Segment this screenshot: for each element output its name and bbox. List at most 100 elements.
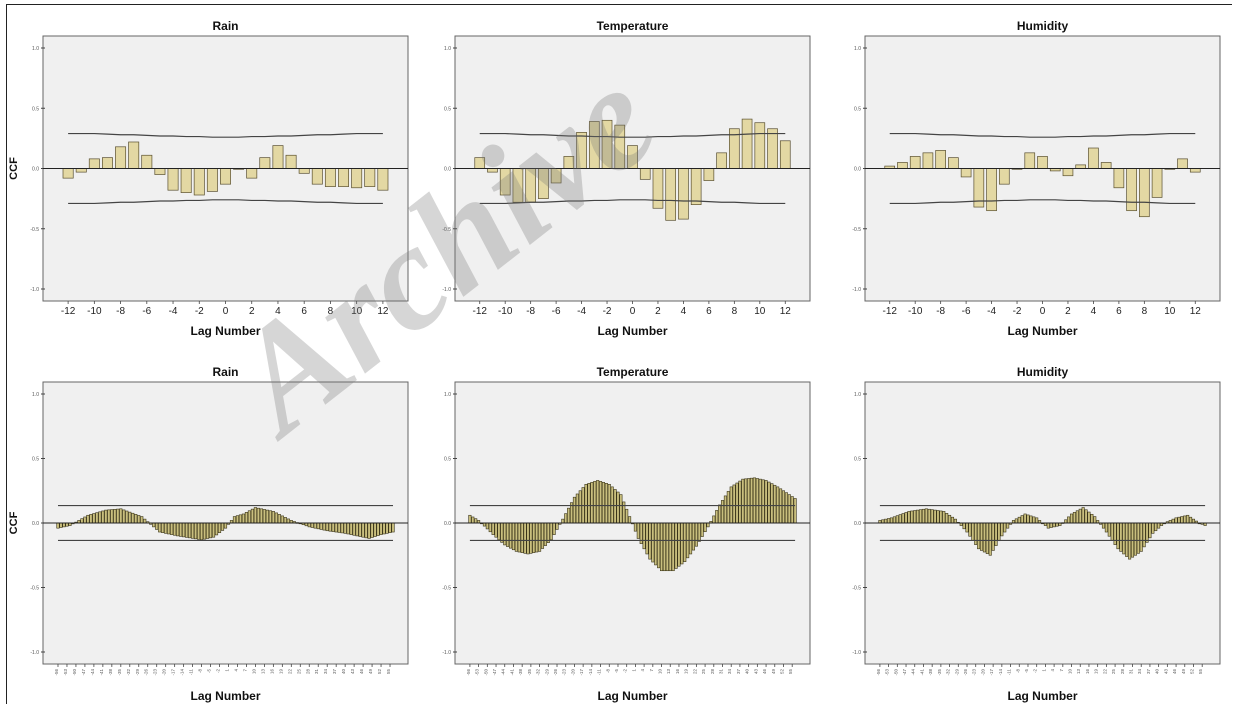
bar: [307, 522, 311, 528]
bar: [1075, 510, 1079, 524]
x-tick-label: -20: [980, 669, 985, 676]
x-tick-label: -26: [963, 669, 968, 676]
bar: [948, 157, 959, 169]
bar: [561, 518, 565, 524]
bar: [155, 522, 159, 530]
bar: [1100, 162, 1112, 169]
x-tick-label: 49: [1181, 669, 1186, 675]
x-tick-label: -53: [475, 669, 480, 676]
bar: [732, 484, 736, 524]
x-tick-label: 6: [1116, 306, 1122, 317]
x-tick-label: 1: [1041, 669, 1046, 672]
bar: [904, 512, 908, 524]
x-tick-label: -2: [1033, 669, 1038, 673]
bar: [271, 511, 275, 524]
x-tick-label: -41: [919, 669, 924, 676]
x-tick-label: -29: [544, 669, 549, 676]
bar: [324, 168, 336, 187]
bar: [927, 508, 931, 524]
bar: [385, 522, 389, 534]
bar: [517, 522, 521, 553]
y-tick-label: -0.5: [30, 227, 39, 233]
bar: [720, 500, 725, 524]
bar: [1186, 514, 1190, 524]
x-tick-label: 19: [684, 669, 689, 675]
bar: [161, 522, 165, 533]
bar: [741, 478, 745, 524]
x-tick-label: 55: [788, 669, 793, 675]
bar: [680, 522, 684, 565]
bar: [179, 522, 183, 537]
bar: [180, 168, 192, 193]
bar: [939, 510, 943, 524]
bar: [208, 522, 213, 539]
bar: [793, 498, 797, 524]
bar: [752, 477, 756, 524]
bar: [916, 509, 920, 524]
bar: [764, 480, 768, 524]
bar: [616, 491, 620, 524]
x-tick-label: -5: [1024, 669, 1029, 673]
bar: [962, 522, 966, 530]
y-tick-label: 0.5: [854, 106, 861, 112]
bar: [373, 522, 377, 537]
bar: [346, 522, 350, 535]
x-tick-label: 49: [368, 669, 373, 675]
bar: [131, 512, 135, 524]
bar: [1128, 522, 1132, 560]
bar: [767, 481, 771, 524]
x-tick-label: 4: [1091, 306, 1097, 317]
bar: [1081, 507, 1085, 524]
bar: [1067, 516, 1071, 524]
y-tick-label: -1.0: [852, 650, 861, 656]
x-tick-label: 43: [1163, 669, 1168, 675]
chart-title: Rain: [212, 365, 238, 379]
bar: [313, 522, 317, 529]
bar: [924, 508, 928, 524]
bar: [895, 515, 899, 524]
x-tick-label: 0: [630, 306, 636, 317]
x-tick-label: 46: [762, 669, 767, 675]
y-tick-label: 0.0: [444, 167, 451, 173]
bar: [677, 522, 681, 567]
bar: [971, 522, 975, 541]
x-tick-label: -47: [902, 669, 907, 676]
bar: [588, 121, 600, 169]
bar: [377, 168, 389, 191]
bar: [767, 128, 778, 169]
bar: [1139, 522, 1143, 552]
bar: [259, 157, 271, 169]
x-tick-label: -14: [180, 669, 185, 676]
x-axis-label: Lag Number: [597, 324, 667, 338]
bar: [887, 518, 891, 524]
bar: [948, 514, 952, 524]
bar: [122, 509, 126, 524]
bar: [1148, 522, 1152, 539]
bar: [540, 522, 545, 549]
bar: [578, 490, 582, 524]
x-tick-label: -17: [579, 669, 584, 676]
chart-title: Humidity: [1017, 365, 1069, 379]
bar: [125, 510, 129, 524]
bar: [265, 509, 269, 524]
bar: [107, 509, 111, 524]
x-tick-label: 8: [1142, 306, 1148, 317]
bar: [671, 522, 675, 572]
bar: [779, 140, 791, 169]
bar: [116, 508, 120, 524]
bar: [352, 522, 356, 536]
x-tick-label: -6: [142, 306, 151, 317]
bar: [514, 522, 518, 552]
x-tick-label: 8: [328, 306, 334, 317]
bar: [220, 522, 225, 531]
chart-title: Temperature: [597, 19, 669, 33]
bar: [555, 522, 559, 530]
bar: [86, 514, 90, 524]
bar: [1122, 522, 1126, 555]
y-tick-label: 1.0: [32, 392, 39, 398]
x-tick-label: -47: [492, 669, 497, 676]
y-tick-label: 0.0: [854, 167, 861, 173]
x-tick-label: -4: [577, 306, 586, 317]
bar: [1062, 168, 1074, 177]
bar: [382, 522, 386, 535]
